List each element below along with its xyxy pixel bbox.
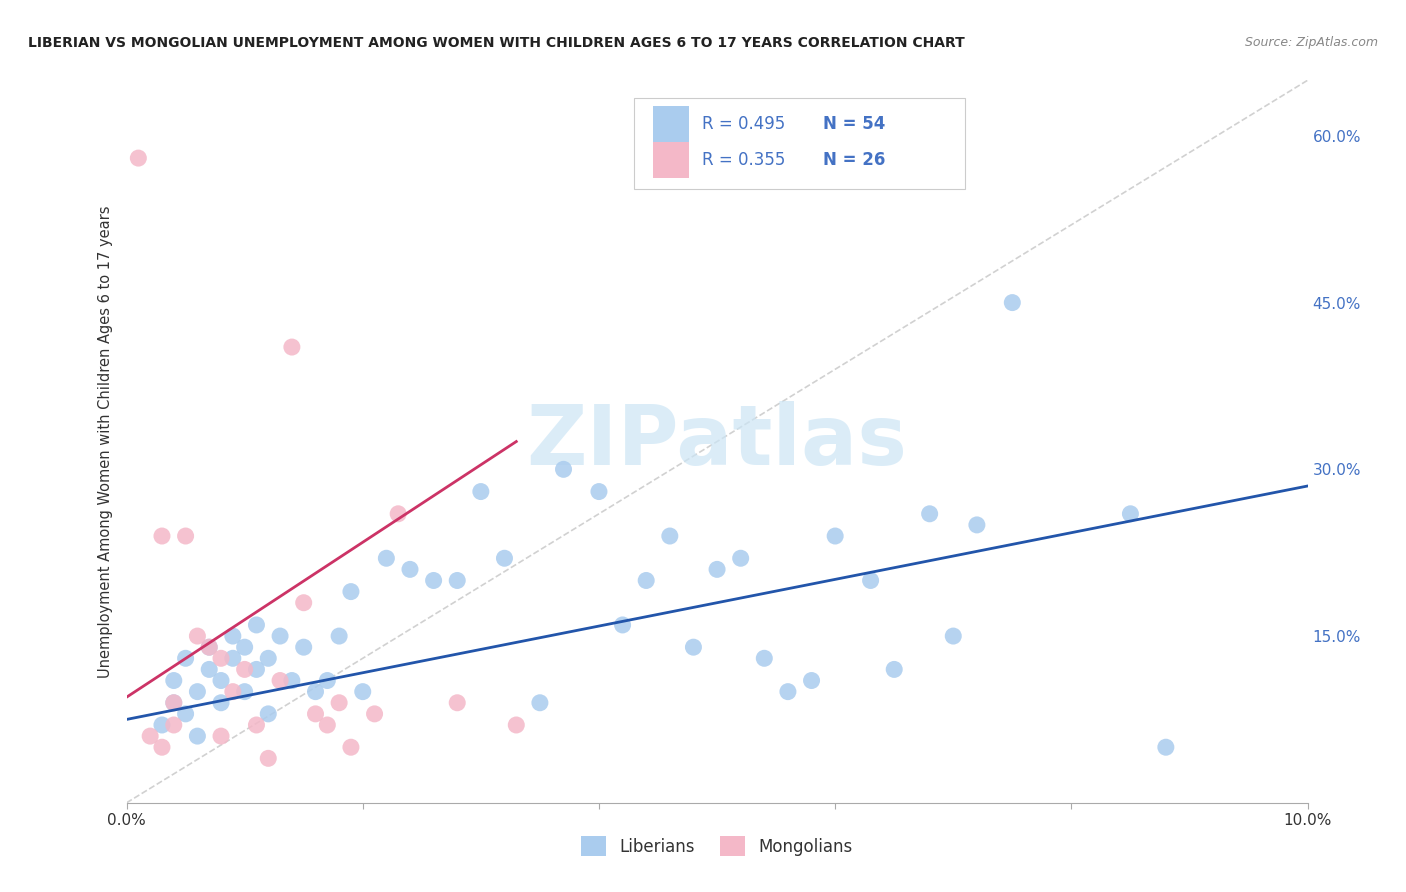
Point — [529, 696, 551, 710]
Point — [505, 718, 527, 732]
Point — [150, 718, 173, 732]
Point — [257, 706, 280, 721]
Point — [198, 640, 221, 655]
Point — [209, 651, 232, 665]
Point — [257, 651, 280, 665]
Point — [316, 718, 339, 732]
Point — [942, 629, 965, 643]
Point — [245, 618, 267, 632]
Point — [494, 551, 516, 566]
Point — [281, 340, 304, 354]
Point — [245, 662, 267, 676]
Point — [269, 629, 291, 643]
Point — [340, 584, 363, 599]
Text: LIBERIAN VS MONGOLIAN UNEMPLOYMENT AMONG WOMEN WITH CHILDREN AGES 6 TO 17 YEARS : LIBERIAN VS MONGOLIAN UNEMPLOYMENT AMONG… — [28, 36, 965, 50]
Point — [966, 517, 988, 532]
Point — [233, 640, 256, 655]
Y-axis label: Unemployment Among Women with Children Ages 6 to 17 years: Unemployment Among Women with Children A… — [97, 205, 112, 678]
Point — [174, 529, 197, 543]
Point — [127, 151, 149, 165]
Point — [198, 662, 221, 676]
Point — [163, 696, 186, 710]
Point — [222, 684, 245, 698]
Point — [1001, 295, 1024, 310]
Text: ZIPatlas: ZIPatlas — [527, 401, 907, 482]
Point — [233, 662, 256, 676]
Point — [422, 574, 444, 588]
Point — [682, 640, 704, 655]
Point — [553, 462, 575, 476]
Point — [174, 651, 197, 665]
Point — [292, 596, 315, 610]
Point — [328, 696, 350, 710]
Point — [328, 629, 350, 643]
Point — [163, 673, 186, 688]
Legend: Liberians, Mongolians: Liberians, Mongolians — [575, 830, 859, 863]
Point — [245, 718, 267, 732]
Point — [776, 684, 799, 698]
Point — [387, 507, 409, 521]
Text: R = 0.355: R = 0.355 — [702, 151, 785, 169]
Point — [446, 696, 468, 710]
Point — [754, 651, 776, 665]
Point — [139, 729, 162, 743]
Point — [174, 706, 197, 721]
Point — [1119, 507, 1142, 521]
Text: R = 0.495: R = 0.495 — [702, 115, 785, 133]
Point — [304, 684, 326, 698]
Point — [222, 629, 245, 643]
FancyBboxPatch shape — [654, 142, 689, 178]
Point — [209, 729, 232, 743]
Point — [292, 640, 315, 655]
Point — [340, 740, 363, 755]
Point — [222, 651, 245, 665]
Point — [446, 574, 468, 588]
Point — [636, 574, 658, 588]
FancyBboxPatch shape — [634, 98, 965, 189]
Point — [186, 629, 208, 643]
Point — [470, 484, 492, 499]
Point — [304, 706, 326, 721]
Point — [186, 684, 208, 698]
Point — [612, 618, 634, 632]
Point — [257, 751, 280, 765]
Text: N = 26: N = 26 — [824, 151, 886, 169]
Point — [375, 551, 398, 566]
Point — [163, 696, 186, 710]
Point — [800, 673, 823, 688]
Point — [1154, 740, 1177, 755]
Point — [706, 562, 728, 576]
Point — [658, 529, 681, 543]
Point — [730, 551, 752, 566]
Point — [150, 529, 173, 543]
Text: Source: ZipAtlas.com: Source: ZipAtlas.com — [1244, 36, 1378, 49]
Point — [209, 673, 232, 688]
Point — [269, 673, 291, 688]
FancyBboxPatch shape — [654, 105, 689, 142]
Point — [883, 662, 905, 676]
Point — [352, 684, 374, 698]
Point — [824, 529, 846, 543]
Point — [859, 574, 882, 588]
Point — [316, 673, 339, 688]
Point — [399, 562, 422, 576]
Point — [198, 640, 221, 655]
Point — [233, 684, 256, 698]
Point — [918, 507, 941, 521]
Point — [588, 484, 610, 499]
Point — [281, 673, 304, 688]
Text: N = 54: N = 54 — [824, 115, 886, 133]
Point — [163, 718, 186, 732]
Point — [209, 696, 232, 710]
Point — [363, 706, 385, 721]
Point — [150, 740, 173, 755]
Point — [186, 729, 208, 743]
